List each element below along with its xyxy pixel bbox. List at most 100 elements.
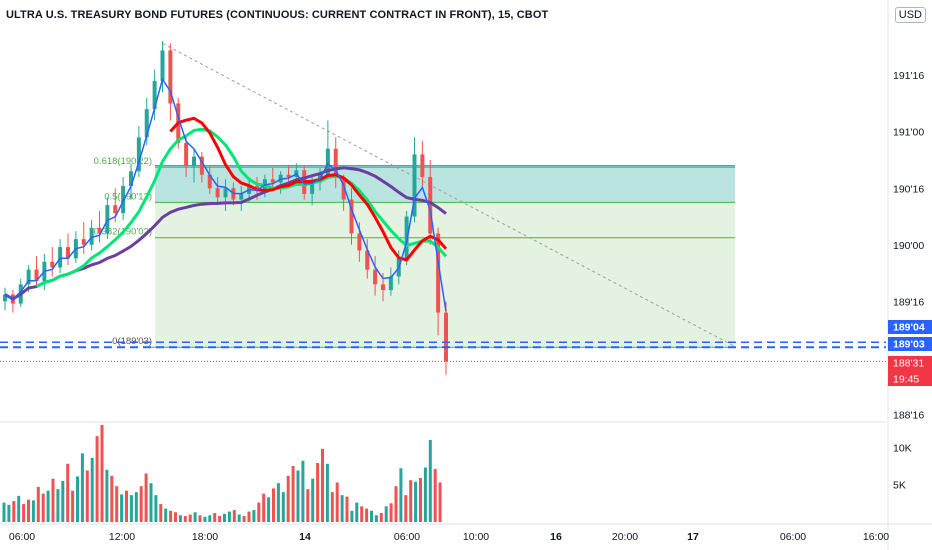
- volume-bar: [12, 501, 16, 522]
- y-tick-label: 190'16: [893, 183, 924, 195]
- candle-body: [412, 154, 417, 217]
- volume-bar: [120, 494, 124, 522]
- candle-body: [81, 239, 86, 245]
- candle-body: [428, 176, 433, 234]
- candle-body: [192, 156, 196, 166]
- volume-bar: [370, 510, 373, 522]
- volume-bar: [169, 510, 173, 522]
- x-tick-label: 06:00: [780, 531, 806, 543]
- x-tick-label: 18:00: [192, 531, 218, 543]
- candle-body: [333, 148, 338, 177]
- volume-bar: [355, 502, 359, 522]
- candle-body: [3, 294, 7, 302]
- ma-red: [169, 116, 448, 262]
- volume-bar: [27, 499, 30, 522]
- volume-tick-label: 5K: [893, 480, 906, 492]
- volume-bar: [335, 482, 339, 522]
- volume-bar: [218, 516, 222, 522]
- volume-bar: [379, 513, 383, 522]
- volume-bar: [428, 439, 432, 522]
- price-label-box: [888, 356, 932, 370]
- volume-bar: [296, 470, 300, 522]
- price-label-box: [888, 337, 932, 351]
- candle-body: [239, 193, 244, 200]
- candle-body: [50, 261, 55, 268]
- candle-body: [199, 156, 204, 175]
- volume-bar: [41, 493, 45, 522]
- chart-title: ULTRA U.S. TREASURY BOND FUTURES (CONTIN…: [6, 9, 549, 21]
- volume-bar: [208, 515, 212, 522]
- volume-bar: [384, 506, 388, 522]
- volume-bar: [360, 506, 364, 522]
- candle-body: [349, 199, 354, 234]
- volume-bar: [345, 496, 349, 522]
- volume-bar: [252, 510, 256, 522]
- candle-body: [184, 143, 189, 166]
- volume-bar: [31, 500, 35, 522]
- candle-body: [89, 227, 94, 245]
- volume-bar: [237, 514, 241, 522]
- volume-bar: [223, 513, 226, 522]
- volume-bar: [139, 486, 143, 522]
- x-tick-label: 06:00: [394, 531, 420, 543]
- volume-bar: [438, 482, 442, 522]
- x-tick-label: 16:00: [863, 531, 889, 543]
- x-tick-label: 14: [299, 531, 311, 543]
- x-tick-label: 17: [687, 531, 699, 543]
- candle-body: [168, 50, 173, 104]
- volume-bar: [281, 492, 285, 522]
- volume-bar: [90, 457, 94, 522]
- volume-bar: [286, 475, 290, 522]
- volume-bar: [399, 468, 403, 522]
- volume-bar: [267, 497, 271, 522]
- candle-body: [436, 233, 441, 313]
- volume-bar: [414, 481, 418, 522]
- volume-bars: [2, 425, 442, 522]
- candle-body: [341, 176, 346, 200]
- volume-bar: [2, 502, 6, 522]
- volume-bar: [433, 469, 437, 522]
- volume-bar: [154, 495, 158, 522]
- fib-zone: [155, 165, 735, 348]
- candle-body: [404, 216, 409, 259]
- volume-bar: [311, 478, 315, 522]
- volume-bar: [22, 504, 26, 522]
- currency-button[interactable]: USD: [894, 7, 926, 23]
- volume-bar: [340, 495, 344, 522]
- volume-bar: [56, 489, 60, 522]
- candle-body: [97, 227, 102, 234]
- volume-bar: [125, 490, 128, 522]
- y-tick-label: 191'16: [893, 70, 924, 82]
- candle-body: [388, 276, 393, 290]
- volume-bar: [242, 516, 246, 522]
- ma-green: [35, 127, 448, 288]
- volume-bar: [85, 470, 89, 522]
- volume-bar: [330, 492, 334, 522]
- volume-bar: [66, 463, 70, 522]
- candle-body: [34, 269, 39, 281]
- candle-body: [373, 269, 378, 285]
- price-label-text: 188'31: [893, 358, 924, 370]
- price-label-text: 189'03: [893, 339, 925, 351]
- ma-blue: [4, 77, 447, 312]
- volume-bar: [100, 425, 104, 522]
- price-label-text: 19:45: [893, 374, 919, 386]
- volume-bar: [232, 510, 236, 522]
- volume-bar: [291, 466, 295, 522]
- volume-bar: [321, 448, 324, 522]
- candle-body: [215, 188, 220, 198]
- volume-bar: [198, 515, 202, 522]
- volume-bar: [213, 513, 217, 522]
- volume-bar: [276, 483, 280, 522]
- volume-bar: [129, 495, 133, 522]
- candle-body: [286, 174, 291, 177]
- candle-body: [207, 174, 212, 189]
- volume-bar: [409, 480, 413, 522]
- candle-body: [121, 186, 126, 214]
- volume-bar: [110, 475, 114, 522]
- price-label-box: [888, 370, 932, 386]
- volume-bar: [174, 512, 177, 522]
